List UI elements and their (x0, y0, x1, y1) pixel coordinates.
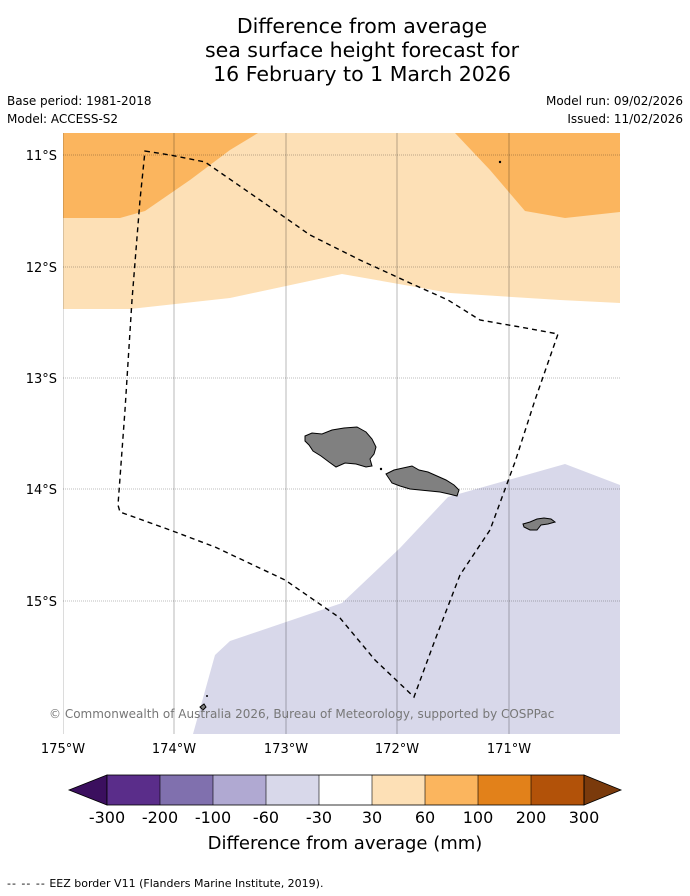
lat-label-11s: 11°S (26, 149, 57, 164)
map-gridlines (63, 133, 620, 734)
colorbar-bin-neg100-neg60 (213, 775, 266, 805)
colorbar-label-neg300: -300 (88, 808, 126, 827)
colorbar (67, 774, 623, 806)
colorbar-label-neg60: -60 (252, 808, 280, 827)
eez-legend-text: EEZ border V11 (Flanders Marine Institut… (49, 877, 324, 890)
copyright-notice: © Commonwealth of Australia 2026, Bureau… (49, 707, 554, 721)
colorbar-bin-100-200 (478, 775, 531, 805)
anomaly-band-60-100-west (63, 133, 258, 218)
title-line-1: Difference from average (236, 14, 488, 38)
lat-label-15s: 15°S (26, 595, 57, 610)
colorbar-extend-high (583, 774, 623, 806)
lon-label-174w: 174°W (152, 742, 196, 757)
colorbar-label-neg30: -30 (305, 808, 333, 827)
anomaly-band-60-100-east (455, 133, 620, 218)
anomaly-band-30-60 (63, 133, 620, 309)
eez-border (117, 150, 559, 699)
colorbar-label-neg200: -200 (141, 808, 179, 827)
colorbar-bin-neg60-neg30 (266, 775, 319, 805)
colorbar-bin-neg30-30 (319, 775, 372, 805)
colorbar-title: Difference from average (mm) (207, 833, 483, 854)
colorbar-label-neg100: -100 (194, 808, 232, 827)
eez-legend: -- -- -- EEZ border V11 (Flanders Marine… (7, 877, 323, 890)
colorbar-bin-200-300 (531, 775, 584, 805)
small-islet (199, 703, 207, 711)
colorbar-label-100: 100 (462, 808, 494, 827)
lon-label-172w: 172°W (375, 742, 419, 757)
upolu-island (385, 465, 460, 497)
tutuila-island (522, 517, 557, 531)
lat-label-14s: 14°S (26, 483, 57, 498)
base-period: Base period: 1981-2018 (7, 94, 152, 108)
lat-label-13s: 13°S (26, 372, 57, 387)
lat-label-12s: 12°S (26, 261, 57, 276)
lon-label-175w: 175°W (41, 742, 85, 757)
model-name: Model: ACCESS-S2 (7, 112, 119, 126)
title-line-2: sea surface height forecast for (204, 38, 520, 62)
colorbar-label-300: 300 (568, 808, 600, 827)
colorbar-label-60: 60 (414, 808, 436, 827)
anomaly-band-neg30-neg60 (193, 464, 620, 734)
title-line-3: 16 February to 1 March 2026 (213, 62, 511, 86)
colorbar-bin-60-100 (425, 775, 478, 805)
chart-title: Difference from average sea surface heig… (0, 14, 690, 86)
colorbar-bin-neg300-neg200 (107, 775, 160, 805)
colorbar-extend-low (67, 774, 108, 806)
colorbar-bin-neg200-neg100 (160, 775, 213, 805)
colorbar-bin-30-60 (372, 775, 425, 805)
eez-legend-symbol: -- -- -- (7, 877, 46, 890)
lon-label-171w: 171°W (487, 742, 531, 757)
model-run: Model run: 09/02/2026 (545, 94, 683, 108)
issued-date: Issued: 11/02/2026 (567, 112, 683, 126)
lon-label-173w: 173°W (264, 742, 308, 757)
savaii-island (304, 426, 377, 468)
colorbar-label-200: 200 (515, 808, 547, 827)
colorbar-label-30: 30 (361, 808, 383, 827)
